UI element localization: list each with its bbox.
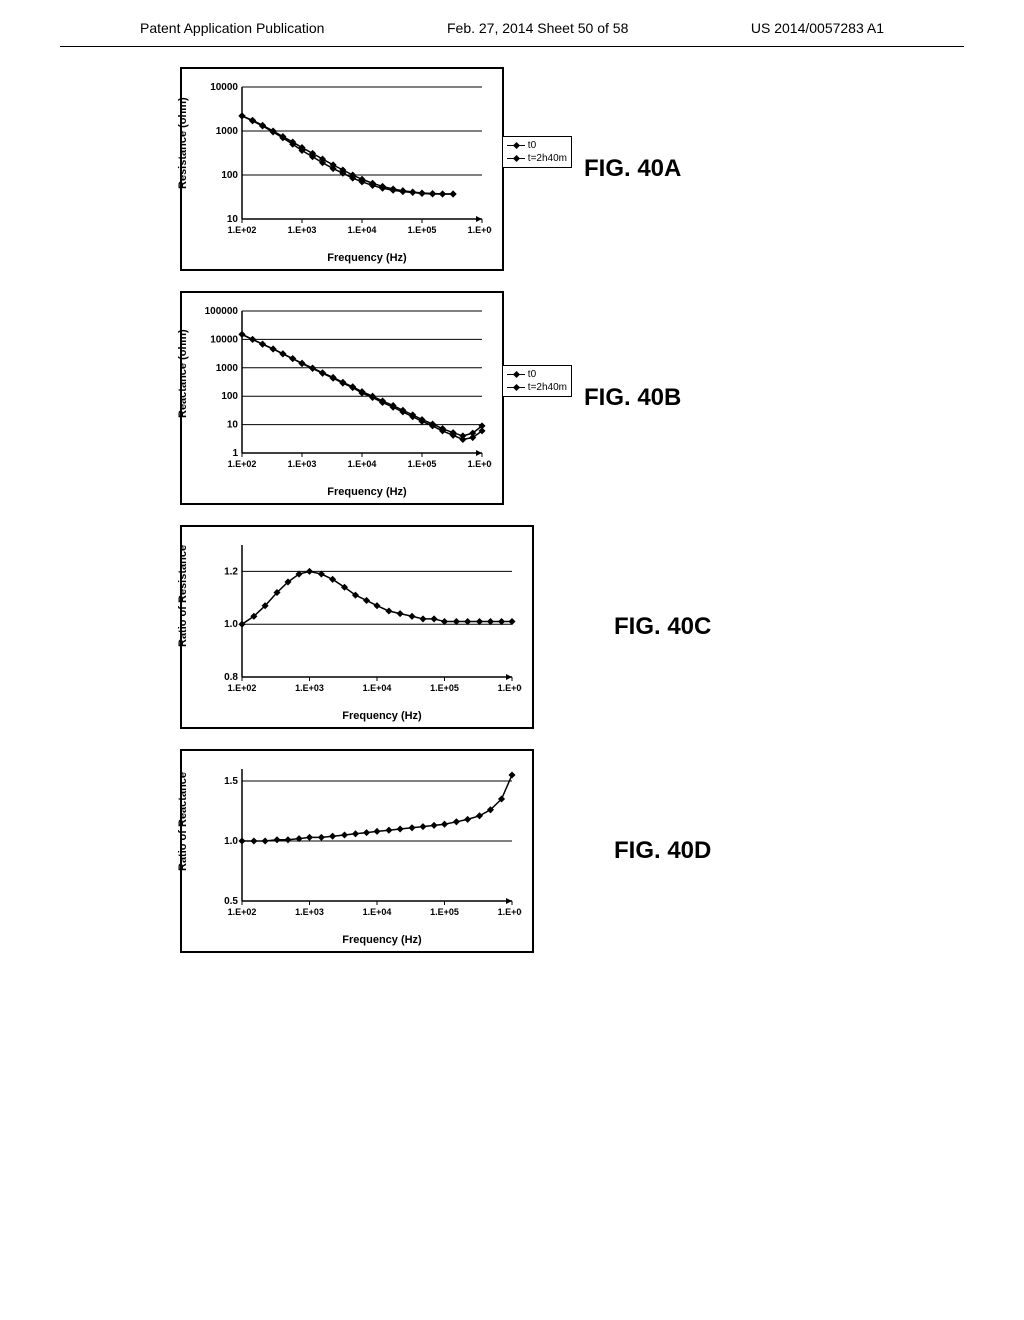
legend-text: t=2h40m (528, 152, 567, 165)
chart-svg: 1 10 100 1000 10000 100000 1.E+02 1.E+03 1.E+04 1… (192, 303, 492, 483)
svg-text:1.0: 1.0 (224, 619, 238, 630)
svg-text:1.E+06: 1.E+06 (498, 683, 522, 693)
figure-row-d: Ratio of Reactance 0.5 1.0 1.5 1.E+02 1.E+03 1… (180, 749, 1024, 953)
svg-text:1.E+06: 1.E+06 (468, 459, 492, 469)
chart-40b: Reactance (ohm) 1 10 100 1000 10000 100000 1.E+… (180, 291, 504, 505)
svg-text:10: 10 (227, 214, 239, 225)
fig-label-a: FIG. 40A (584, 155, 681, 183)
svg-text:1: 1 (232, 448, 238, 459)
header-center: Feb. 27, 2014 Sheet 50 of 58 (447, 20, 628, 36)
fig-label-c: FIG. 40C (614, 613, 711, 641)
page-header: Patent Application Publication Feb. 27, … (60, 0, 964, 47)
svg-text:1.E+03: 1.E+03 (288, 225, 317, 235)
chart-40d: Ratio of Reactance 0.5 1.0 1.5 1.E+02 1.E+03 1… (180, 749, 534, 953)
legend-item: t0 (507, 139, 567, 152)
xlabel: Frequency (Hz) (242, 934, 522, 946)
svg-text:100: 100 (221, 170, 238, 181)
legend-text: t0 (528, 139, 536, 152)
svg-text:1.E+04: 1.E+04 (348, 459, 377, 469)
svg-text:1.E+04: 1.E+04 (363, 907, 392, 917)
svg-text:0.5: 0.5 (224, 896, 238, 907)
figure-row-c: Ratio of Resistance 0.8 1.0 1.2 1.E+02 1.E+03… (180, 525, 1024, 729)
ylabel: Reactance (ohm) (177, 329, 189, 418)
svg-text:1.E+02: 1.E+02 (228, 459, 257, 469)
diamond-icon (507, 158, 525, 159)
chart-40a: Resistance (ohm) 10 100 1000 10000 1.E+02 1.E+… (180, 67, 504, 271)
svg-text:100000: 100000 (205, 306, 239, 317)
svg-text:1.5: 1.5 (224, 776, 238, 787)
svg-text:1.E+02: 1.E+02 (228, 225, 257, 235)
chart-40c: Ratio of Resistance 0.8 1.0 1.2 1.E+02 1.E+03… (180, 525, 534, 729)
svg-text:1.E+03: 1.E+03 (288, 459, 317, 469)
ylabel: Ratio of Resistance (177, 545, 189, 647)
svg-text:1.E+04: 1.E+04 (363, 683, 392, 693)
diamond-icon (507, 374, 525, 375)
svg-text:1.E+05: 1.E+05 (408, 459, 437, 469)
svg-text:1.E+05: 1.E+05 (430, 683, 459, 693)
svg-text:1.E+04: 1.E+04 (348, 225, 377, 235)
chart-svg: 0.5 1.0 1.5 1.E+02 1.E+03 1.E+04 1.E+05 1.E+06 (192, 761, 522, 931)
svg-text:1.E+05: 1.E+05 (408, 225, 437, 235)
svg-text:1.E+02: 1.E+02 (228, 907, 257, 917)
ylabel: Ratio of Reactance (177, 772, 189, 871)
legend-item: t=2h40m (507, 152, 567, 165)
figure-row-b: Reactance (ohm) 1 10 100 1000 10000 100000 1.E+… (180, 291, 1024, 505)
svg-text:1.E+02: 1.E+02 (228, 683, 257, 693)
legend-item: t=2h40m (507, 381, 567, 394)
legend-text: t=2h40m (528, 381, 567, 394)
ylabel: Resistance (ohm) (177, 97, 189, 189)
svg-text:10: 10 (227, 420, 239, 431)
svg-text:1.0: 1.0 (224, 836, 238, 847)
svg-text:1.E+06: 1.E+06 (468, 225, 492, 235)
svg-text:1.E+03: 1.E+03 (295, 907, 324, 917)
figure-row-a: Resistance (ohm) 10 100 1000 10000 1.E+02 1.E+… (180, 67, 1024, 271)
svg-text:1.E+05: 1.E+05 (430, 907, 459, 917)
fig-label-d: FIG. 40D (614, 837, 711, 865)
legend-text: t0 (528, 368, 536, 381)
header-left: Patent Application Publication (140, 20, 324, 36)
svg-text:1000: 1000 (216, 363, 239, 374)
svg-text:1.E+03: 1.E+03 (295, 683, 324, 693)
chart-svg: 10 100 1000 10000 1.E+02 1.E+03 1.E+04 1.E+05 1.… (192, 79, 492, 249)
legend-item: t0 (507, 368, 567, 381)
xlabel: Frequency (Hz) (242, 710, 522, 722)
svg-text:1.2: 1.2 (224, 566, 238, 577)
chart-svg: 0.8 1.0 1.2 1.E+02 1.E+03 1.E+04 1.E+05 1.E+06 (192, 537, 522, 707)
legend: t0t=2h40m (502, 365, 572, 397)
xlabel: Frequency (Hz) (242, 486, 492, 498)
header-right: US 2014/0057283 A1 (751, 20, 884, 36)
svg-text:10000: 10000 (210, 334, 238, 345)
svg-text:0.8: 0.8 (224, 672, 238, 683)
diamond-icon (507, 145, 525, 146)
svg-text:10000: 10000 (210, 82, 238, 93)
diamond-icon (507, 387, 525, 388)
fig-label-b: FIG. 40B (584, 384, 681, 412)
legend: t0t=2h40m (502, 136, 572, 168)
svg-text:1000: 1000 (216, 126, 239, 137)
xlabel: Frequency (Hz) (242, 252, 492, 264)
svg-text:1.E+06: 1.E+06 (498, 907, 522, 917)
svg-text:100: 100 (221, 391, 238, 402)
